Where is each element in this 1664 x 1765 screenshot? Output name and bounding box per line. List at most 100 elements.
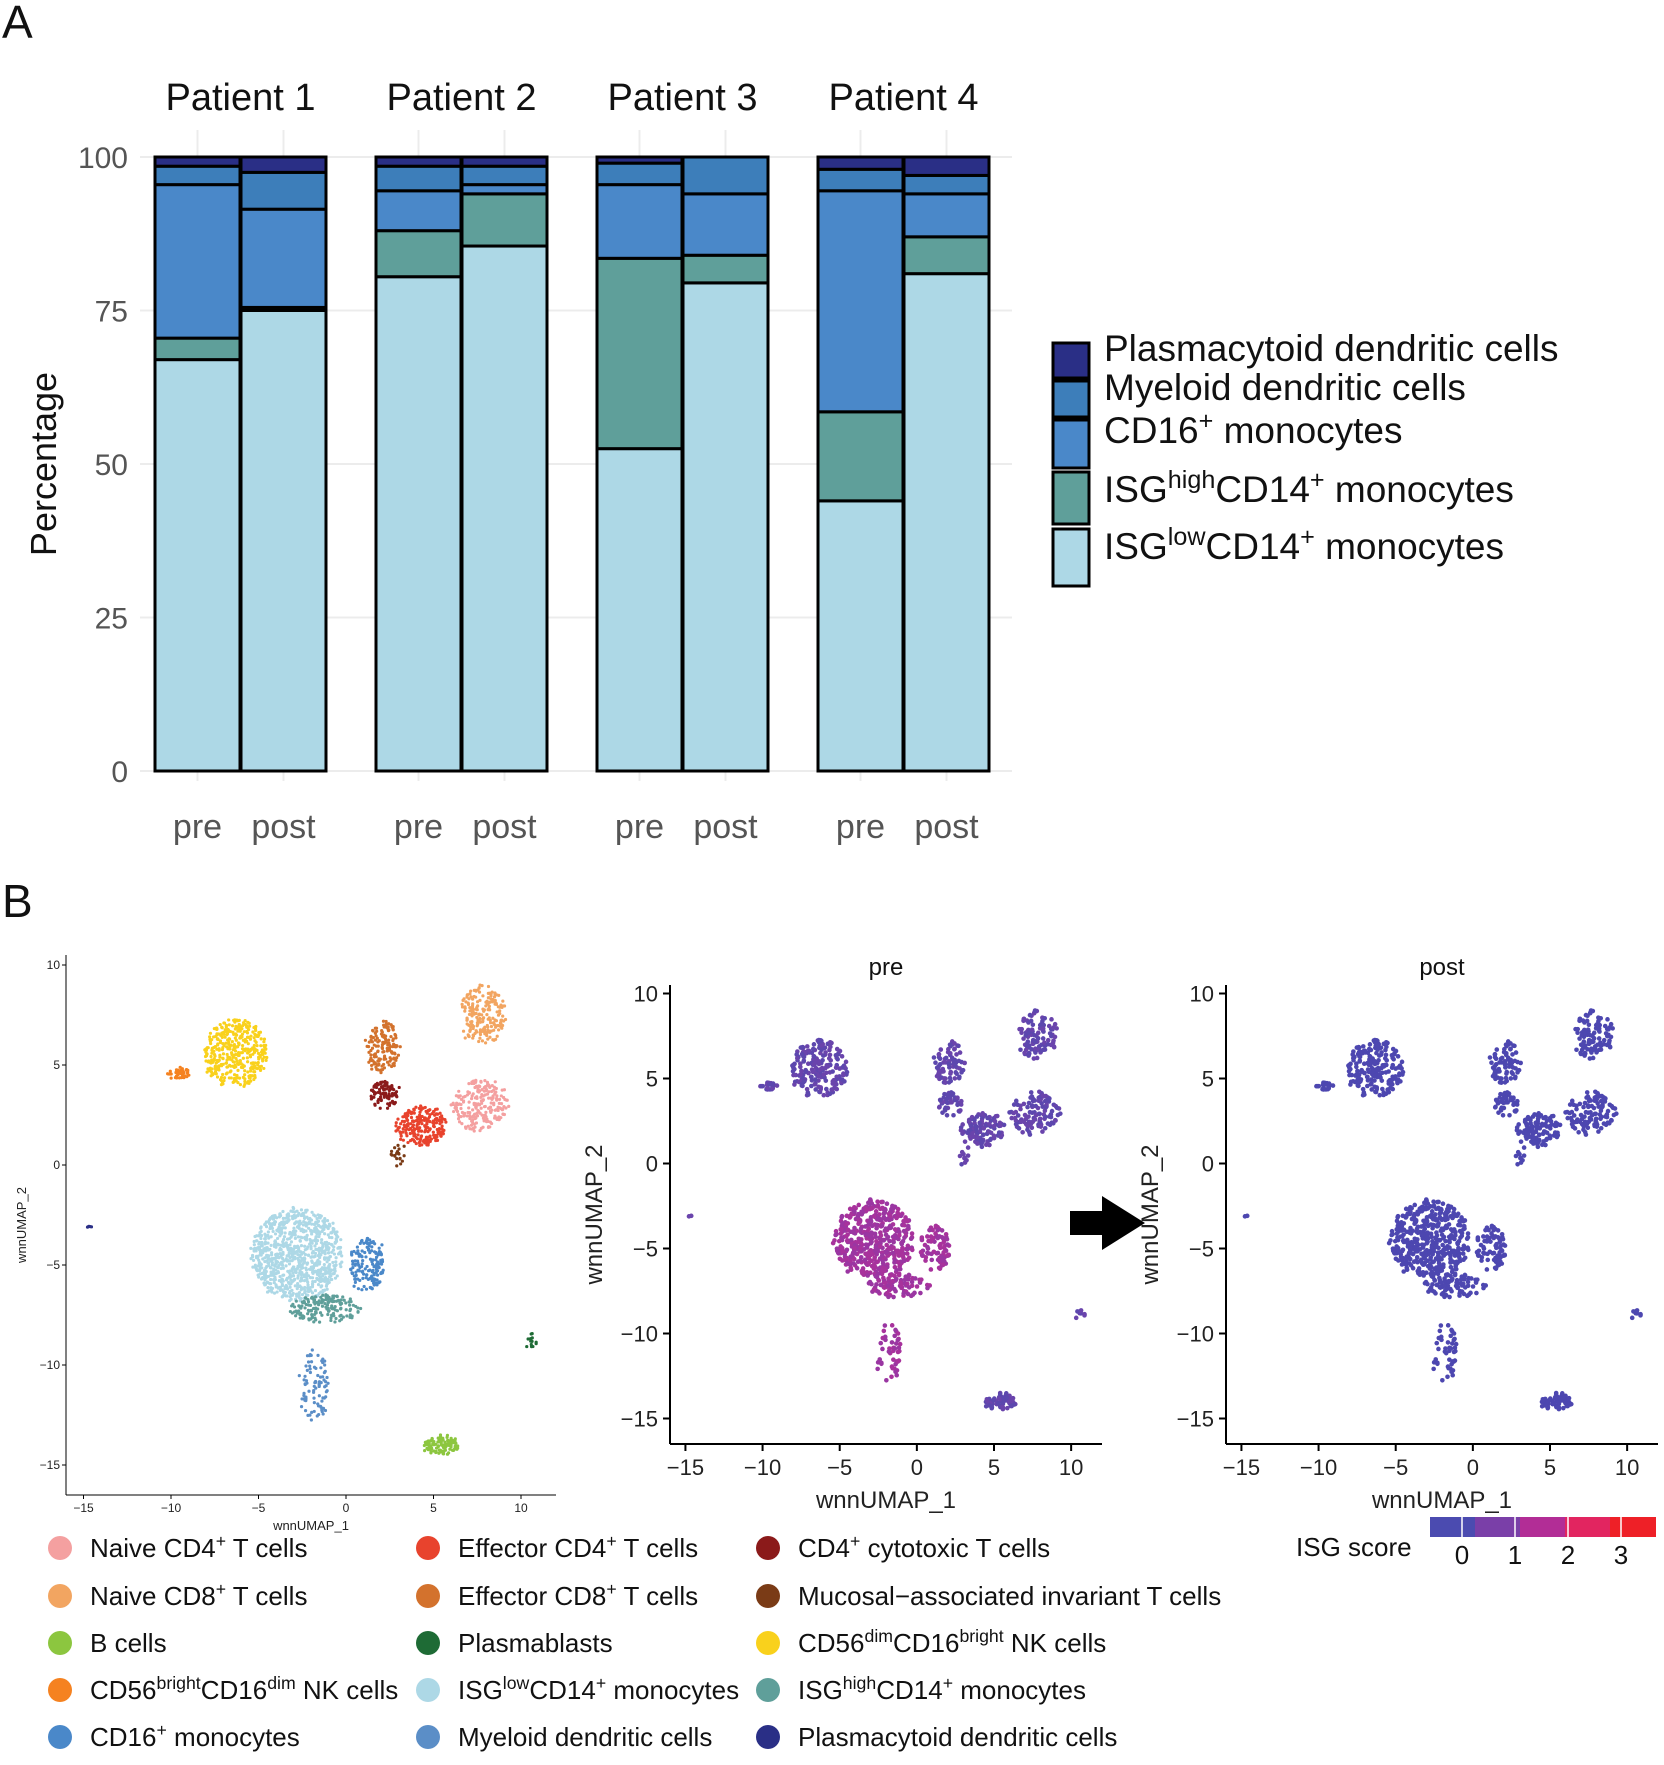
cell-point: [294, 1299, 298, 1303]
cell-point: [308, 1353, 312, 1357]
cell-point: [363, 1250, 367, 1255]
cell-point: [391, 1038, 395, 1043]
cell-point: [383, 1040, 387, 1044]
cell-point: [478, 983, 482, 987]
cell-point: [938, 1097, 943, 1103]
cell-point: [323, 1279, 327, 1283]
cell-point: [269, 1243, 273, 1247]
cell-point: [477, 990, 482, 994]
cell-point: [169, 1072, 173, 1076]
cell-point: [463, 1125, 468, 1129]
cell-point: [291, 1205, 295, 1210]
cell-point: [1027, 1012, 1033, 1018]
cell-point: [335, 1233, 339, 1238]
cell-point: [436, 1444, 441, 1448]
cell-point: [384, 1022, 388, 1026]
cell-point: [495, 1034, 499, 1038]
cell-point: [1401, 1269, 1407, 1274]
cell-point: [1543, 1137, 1549, 1143]
cell-point: [474, 995, 478, 999]
cell-point: [864, 1232, 870, 1237]
cell-point: [880, 1346, 885, 1352]
cell-point: [478, 1032, 483, 1037]
cell-point: [941, 1245, 947, 1250]
cell-point: [490, 1121, 494, 1126]
cell-point: [943, 1055, 949, 1061]
y-axis-title: wnnUMAP_2: [581, 1144, 608, 1285]
cell-point: [844, 1247, 850, 1253]
cell-point: [489, 1101, 493, 1105]
cell-point: [321, 1288, 325, 1293]
cell-point: [867, 1252, 873, 1258]
cell-point: [210, 1051, 214, 1055]
cell-point: [387, 1092, 391, 1096]
cell-point: [1042, 1108, 1048, 1114]
cell-point: [933, 1060, 938, 1065]
cell-point: [1476, 1253, 1481, 1258]
cell-point: [1489, 1223, 1495, 1229]
cell-point: [215, 1075, 220, 1079]
cell-point: [899, 1241, 905, 1247]
bar-segment: [595, 447, 684, 773]
cell-point: [1565, 1115, 1571, 1121]
cell-point: [851, 1261, 856, 1266]
cell-point: [268, 1281, 272, 1286]
bar-segment: [153, 183, 242, 340]
cell-point: [302, 1279, 307, 1283]
cell-point: [401, 1130, 405, 1134]
cell-point: [957, 1153, 963, 1159]
cell-point: [406, 1140, 410, 1145]
cell-point: [169, 1076, 173, 1080]
cell-point: [329, 1306, 334, 1310]
cell-point: [1048, 1112, 1054, 1117]
cell-point: [365, 1245, 369, 1249]
cell-point: [298, 1239, 302, 1243]
cell-point: [434, 1112, 438, 1116]
cell-point: [848, 1265, 854, 1271]
cell-point: [326, 1256, 330, 1260]
cell-point: [893, 1288, 898, 1294]
cell-point: [438, 1111, 442, 1115]
cell-point: [1581, 1127, 1586, 1133]
cell-point: [276, 1271, 280, 1275]
cell-point: [320, 1304, 325, 1308]
cell-point: [181, 1075, 185, 1080]
cell-point: [384, 1019, 388, 1024]
cell-point: [299, 1221, 303, 1225]
cell-point: [241, 1056, 245, 1060]
cell-point: [436, 1132, 440, 1136]
cell-point: [473, 1125, 477, 1129]
cell-point: [991, 1397, 996, 1403]
cell-point: [1499, 1055, 1505, 1061]
cell-point: [1043, 1114, 1048, 1120]
cell-point: [1008, 1403, 1014, 1409]
cell-point: [1556, 1400, 1561, 1405]
cell-point: [225, 1032, 230, 1036]
cell-point: [902, 1235, 907, 1240]
cell-point: [297, 1246, 301, 1250]
cell-point: [313, 1316, 317, 1320]
cell-point: [369, 1038, 373, 1042]
cell-point: [431, 1124, 436, 1128]
cell-point: [280, 1277, 284, 1281]
cell-point: [348, 1297, 352, 1301]
cell-point: [448, 1447, 452, 1451]
cell-point: [943, 1105, 949, 1111]
cell-point: [986, 1129, 992, 1135]
cell-point: [823, 1078, 829, 1083]
cell-point: [340, 1254, 344, 1258]
cell-point: [275, 1285, 279, 1289]
cell-point: [842, 1079, 847, 1084]
cell-point: [306, 1312, 310, 1316]
cell-point: [1316, 1083, 1322, 1089]
cell-point: [372, 1273, 376, 1277]
cell-point: [488, 1085, 492, 1090]
cell-point: [983, 1142, 989, 1148]
cell-point: [386, 1025, 390, 1029]
cell-point: [968, 1123, 974, 1128]
cell-point: [876, 1271, 881, 1276]
cell-point: [878, 1340, 884, 1346]
cell-point: [798, 1064, 803, 1070]
cell-point: [415, 1115, 419, 1119]
cell-point: [1024, 1040, 1030, 1046]
